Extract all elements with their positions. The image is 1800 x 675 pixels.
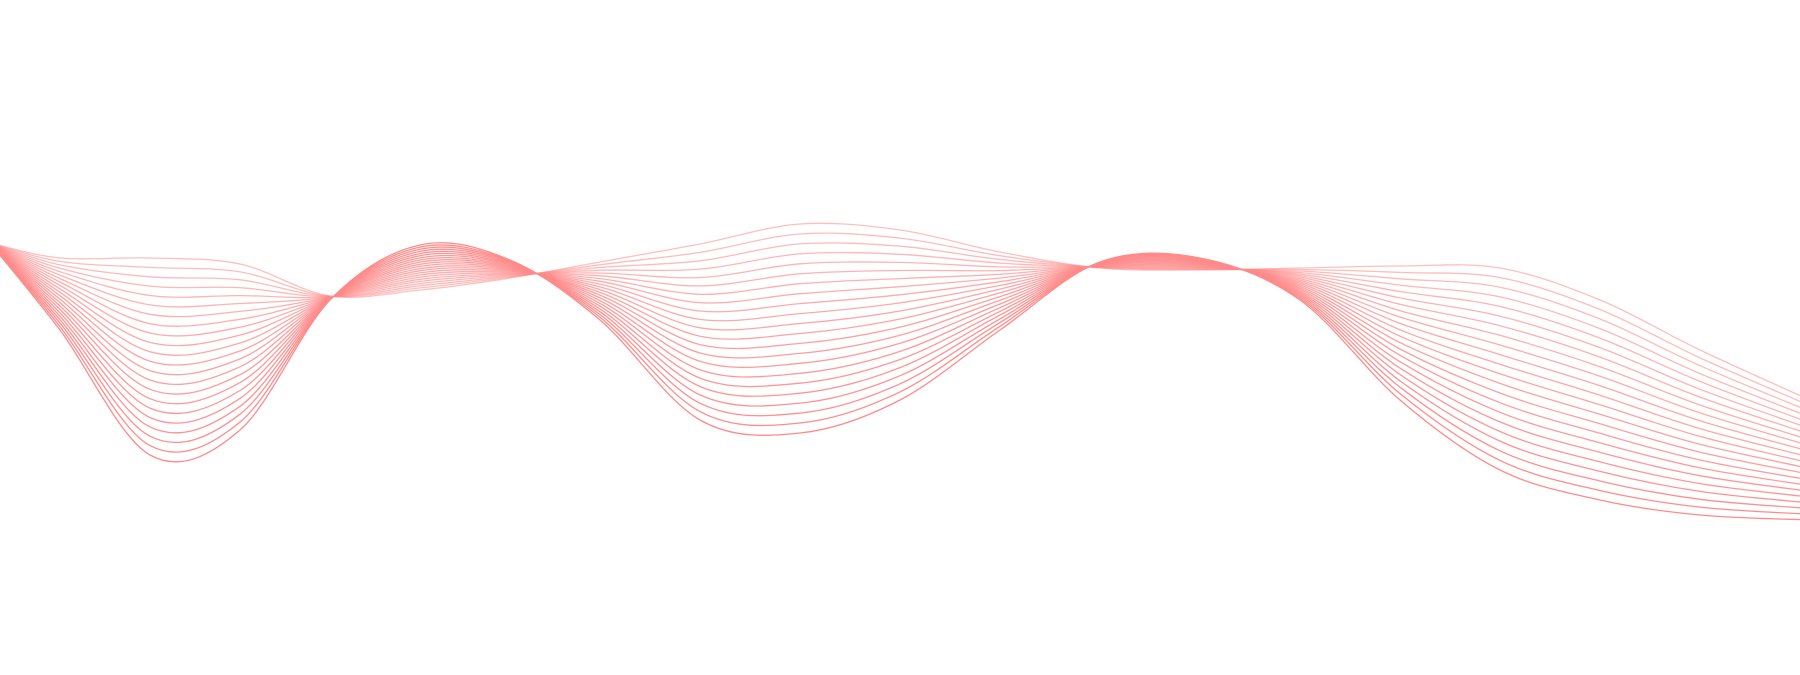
wave-line [0,250,1800,497]
wave-line [0,246,1800,509]
wave-line [0,248,1800,444]
wave-line [0,246,1800,414]
wave-line [0,232,1800,403]
wave-line [0,248,1800,503]
wave-line [0,249,1800,456]
wave-line [0,247,1800,432]
wave-line [0,251,1800,485]
wave-line [0,250,1800,468]
wave-line [0,248,1800,450]
wave-line [0,249,1800,462]
wave-line [0,222,1800,397]
wave-line [0,247,1800,426]
wave-line [0,251,1800,479]
wave-line [0,251,1800,491]
wave-line [0,242,1800,521]
wave-line [0,247,1800,438]
wave-line [0,246,1800,420]
wave-line [0,250,1800,474]
wave-line [0,244,1800,515]
wave-line [0,242,1800,408]
